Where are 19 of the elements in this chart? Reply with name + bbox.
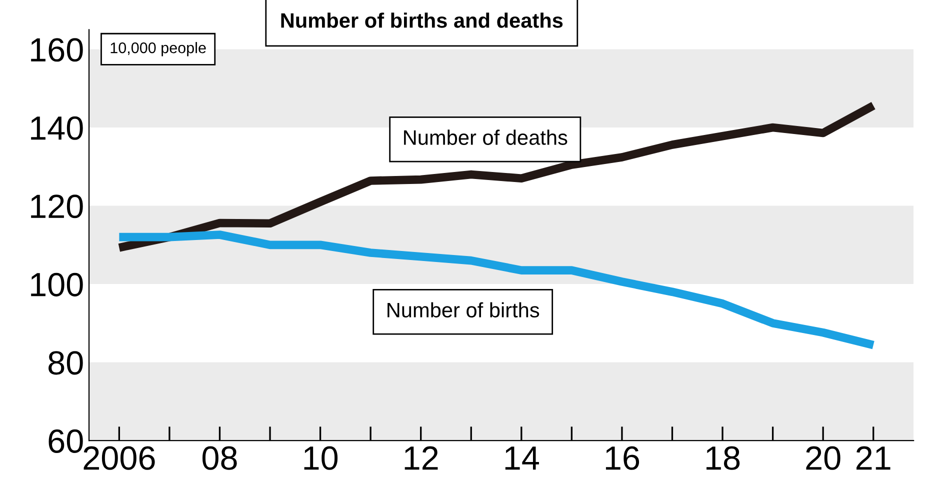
series-label: Number of births — [388, 302, 540, 318]
x-tick-label: 14 — [505, 446, 539, 470]
x-tick-label: 08 — [202, 446, 237, 470]
y-tick-label: 140 — [31, 116, 83, 140]
y-tick-label: 80 — [48, 351, 83, 375]
y-tick-label: 160 — [31, 38, 83, 62]
chart-title: Number of births and deaths — [281, 12, 563, 28]
series-label: Number of deaths — [404, 130, 568, 145]
x-tick-label: 2006 — [84, 446, 155, 470]
x-tick-label: 12 — [404, 446, 438, 470]
y-axis-title: 10,000 people — [110, 42, 206, 56]
y-tick-label: 120 — [31, 194, 83, 218]
y-tick-label: 60 — [48, 429, 83, 453]
y-tick-label: 100 — [31, 272, 83, 296]
x-tick-label: 18 — [706, 446, 740, 470]
x-tick-label: 21 — [856, 446, 890, 470]
x-tick-label: 16 — [606, 446, 640, 470]
x-tick-label: 20 — [806, 446, 840, 470]
x-tick-label: 10 — [304, 446, 338, 470]
